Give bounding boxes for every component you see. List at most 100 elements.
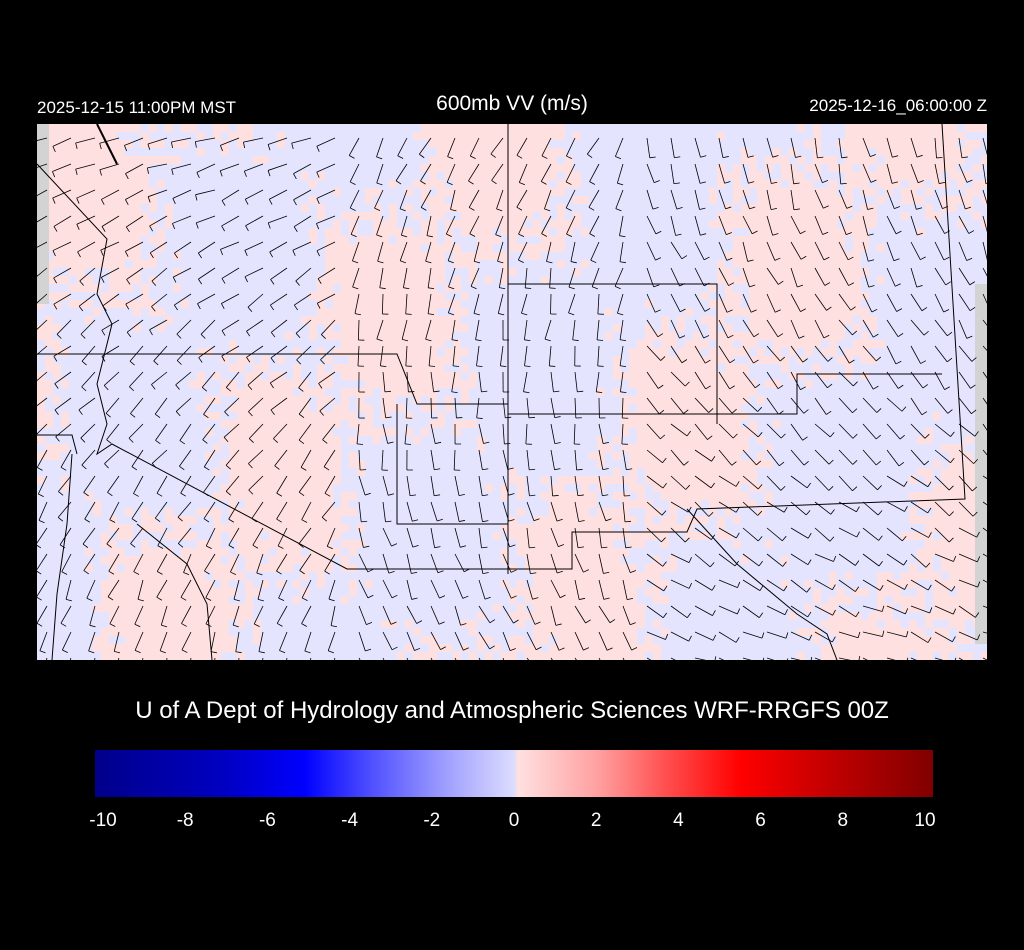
wind-barb-flag: [961, 156, 968, 159]
wind-barb: [490, 137, 504, 155]
wind-barb: [327, 631, 336, 651]
wind-barb-flag: [293, 226, 298, 232]
wind-barb: [694, 267, 705, 287]
wind-barb: [348, 137, 360, 156]
wind-barb-flag: [617, 182, 624, 186]
wind-barb-flag: [53, 277, 57, 284]
wind-barb-flag: [817, 156, 824, 159]
wind-barb: [958, 241, 967, 261]
wind-barb-flag: [510, 595, 517, 599]
wind-barb-flag: [673, 182, 680, 185]
wind-barb-flag: [800, 308, 806, 312]
wind-barb: [497, 241, 504, 262]
wind-barb: [694, 579, 713, 591]
wind-barb: [862, 137, 871, 157]
wind-barb: [430, 631, 441, 650]
wind-barb-flag: [376, 234, 383, 238]
wind-barb: [125, 241, 144, 252]
wind-barb-flag: [65, 598, 72, 602]
wind-barb: [958, 189, 966, 210]
wind-barb: [790, 267, 798, 288]
wind-barb-flag: [731, 461, 737, 466]
wind-barb-flag: [867, 207, 874, 210]
wind-barb: [108, 553, 120, 572]
wind-barb-flag: [101, 329, 106, 336]
wind-barb: [622, 475, 625, 496]
wind-barb: [179, 449, 192, 467]
wind-barb-flag: [376, 156, 383, 160]
wind-barb-flag: [975, 612, 980, 618]
wind-barb: [910, 137, 918, 158]
wind-barb: [862, 371, 874, 390]
wind-barb-flag: [247, 384, 253, 390]
wind-barb: [814, 579, 833, 591]
wind-barb: [910, 579, 929, 591]
wind-barb: [670, 163, 675, 184]
wind-barb-flag: [82, 543, 89, 548]
wind-barb: [814, 605, 833, 616]
wind-barb-flag: [476, 417, 483, 419]
wind-barb-flag: [712, 634, 717, 641]
wind-barb-flag: [366, 622, 373, 625]
wind-barb-flag: [507, 467, 514, 470]
wind-barb: [278, 579, 288, 599]
wind-barb: [694, 241, 705, 260]
wind-barb-flag: [147, 143, 151, 150]
wind-barb-flag: [783, 506, 788, 513]
wind-barb-flag: [966, 335, 973, 339]
wind-barb: [320, 345, 336, 361]
wind-barb: [670, 657, 690, 668]
wind-barb: [316, 241, 336, 252]
wind-barb-flag: [510, 648, 516, 652]
wind-barb-flag: [800, 386, 806, 390]
wind-barb-flag: [58, 491, 64, 496]
wind-barb-flag: [270, 279, 275, 285]
wind-barb-flag: [947, 409, 953, 414]
wind-barb-flag: [204, 466, 210, 471]
wind-barb: [61, 553, 72, 572]
wind-barb-flag: [125, 226, 130, 233]
wind-barb: [544, 189, 552, 210]
wind-barb: [405, 293, 408, 314]
wind-barb-flag: [226, 387, 232, 392]
wind-barb-flag: [870, 179, 877, 183]
wind-barb: [131, 449, 144, 467]
wind-barb-flag: [270, 409, 275, 415]
wind-barb: [886, 189, 895, 209]
wind-barb-flag: [878, 535, 883, 541]
wind-barb: [425, 241, 432, 262]
wind-barb: [589, 215, 600, 234]
wind-barb-flag: [947, 331, 953, 337]
wind-barb-flag: [554, 442, 561, 445]
wind-barb-flag: [971, 357, 977, 362]
wind-barb-flag: [662, 561, 667, 567]
wind-barb: [304, 631, 312, 652]
wind-barb: [126, 319, 144, 333]
wind-barb-flag: [388, 570, 395, 574]
wind-barb: [862, 189, 868, 210]
wind-barb: [718, 501, 737, 513]
local-time-label: 2025-12-15 11:00PM MST: [37, 98, 237, 117]
wind-barb: [38, 501, 48, 521]
wind-barb-flag: [615, 208, 622, 212]
wind-barb-flag: [649, 156, 656, 159]
wind-barb-flag: [722, 156, 729, 159]
wind-barb-flag: [151, 306, 156, 312]
wind-barb-flag: [102, 305, 107, 311]
colorbar-tick-label: 4: [673, 810, 684, 831]
wind-barb-flag: [146, 167, 149, 174]
wind-barb-flag: [855, 611, 860, 618]
wind-barb: [524, 319, 528, 340]
wind-barb: [319, 397, 336, 412]
wind-barb-flag: [925, 562, 931, 568]
wind-barb-flag: [711, 456, 716, 462]
wind-barb-flag: [293, 173, 297, 180]
wind-barb-flag: [489, 645, 495, 650]
wind-barb-flag: [572, 339, 579, 341]
wind-barb: [147, 163, 168, 169]
wind-barb-flag: [470, 285, 477, 290]
wind-barb-flag: [101, 199, 105, 205]
wind-barb-flag: [316, 303, 321, 309]
wind-barb: [293, 215, 312, 228]
wind-barb: [292, 241, 312, 251]
